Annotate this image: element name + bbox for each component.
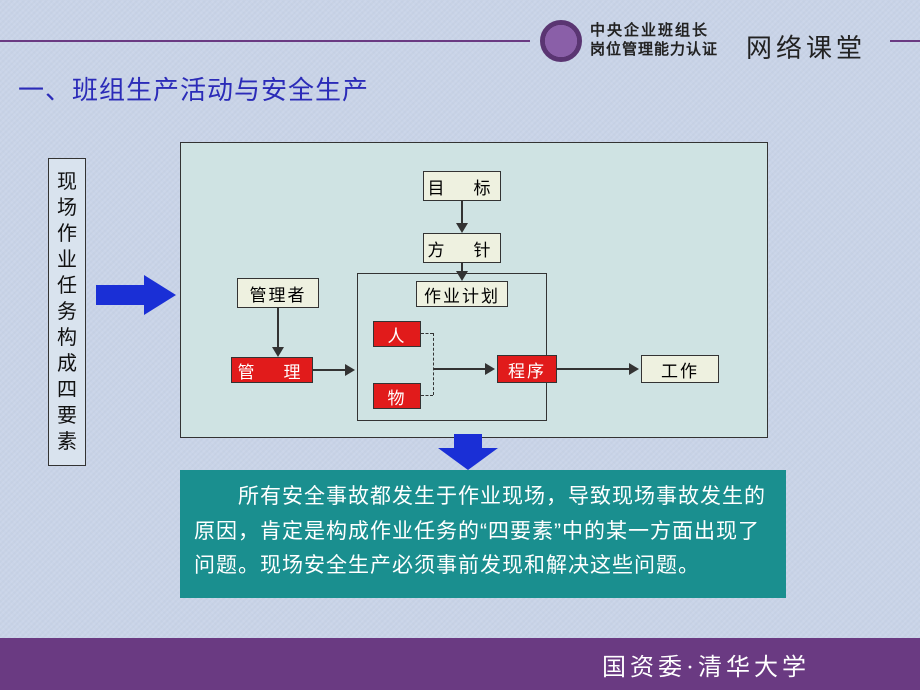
- footer-text: 国资委·清华大学: [602, 647, 810, 682]
- big-arrow-right-icon: [96, 275, 176, 315]
- big-arrow-down-icon: [438, 434, 498, 470]
- box-plan: 作业计划: [416, 281, 508, 307]
- arrow-head-down-icon: [456, 223, 468, 233]
- diagram-panel: 目 标 方 针 作业计划 管理者 管 理 人 物 程序 工作: [180, 142, 768, 438]
- box-procedure: 程序: [497, 355, 557, 383]
- vertical-label-char: 四: [53, 377, 81, 403]
- arrow-head-down-icon: [456, 271, 468, 281]
- page-title: 一、班组生产活动与安全生产: [18, 70, 369, 107]
- box-manager: 管理者: [237, 278, 319, 308]
- box-target: 目 标: [423, 171, 501, 201]
- box-person: 人: [373, 321, 421, 347]
- conclusion-text: 所有安全事故都发生于作业现场，导致现场事故发生的原因，肯定是构成作业任务的“四要…: [194, 485, 766, 577]
- dashed-line: [421, 333, 433, 334]
- vertical-label-char: 成: [53, 351, 81, 377]
- conclusion-block: 所有安全事故都发生于作业现场，导致现场事故发生的原因，肯定是构成作业任务的“四要…: [180, 470, 786, 598]
- box-material: 物: [373, 383, 421, 409]
- box-manage: 管 理: [231, 357, 313, 383]
- university-seal-icon: [540, 20, 582, 62]
- vertical-label: 现场作业任务构成四要素: [48, 158, 86, 466]
- header-right-label: 网络课堂: [746, 28, 866, 65]
- dashed-merge-line: [433, 333, 434, 395]
- header-rule-left: [0, 40, 530, 42]
- arrow-line: [557, 368, 629, 370]
- arrow-line: [433, 368, 485, 370]
- arrow-head-right-icon: [629, 363, 639, 375]
- header-title-block: 中央企业班组长 岗位管理能力认证: [590, 22, 718, 60]
- vertical-label-char: 场: [53, 195, 81, 221]
- arrow-line: [313, 369, 347, 371]
- arrow-head-down-icon: [272, 347, 284, 357]
- vertical-label-char: 作: [53, 221, 81, 247]
- vertical-label-char: 素: [53, 429, 81, 455]
- header-line2: 岗位管理能力认证: [590, 41, 718, 60]
- box-work: 工作: [641, 355, 719, 383]
- arrow-head-right-icon: [485, 363, 495, 375]
- vertical-label-char: 业: [53, 247, 81, 273]
- header-rule-right: [890, 40, 920, 42]
- header: 中央企业班组长 岗位管理能力认证 网络课堂: [0, 18, 920, 64]
- arrow-line: [277, 308, 279, 348]
- header-line1: 中央企业班组长: [590, 22, 718, 41]
- vertical-label-char: 要: [53, 403, 81, 429]
- vertical-label-char: 任: [53, 273, 81, 299]
- dashed-line: [421, 395, 433, 396]
- vertical-label-char: 务: [53, 299, 81, 325]
- box-policy: 方 针: [423, 233, 501, 263]
- arrow-head-right-icon: [345, 364, 355, 376]
- footer: 国资委·清华大学: [0, 638, 920, 690]
- vertical-label-char: 构: [53, 325, 81, 351]
- arrow-line: [461, 201, 463, 223]
- vertical-label-char: 现: [53, 169, 81, 195]
